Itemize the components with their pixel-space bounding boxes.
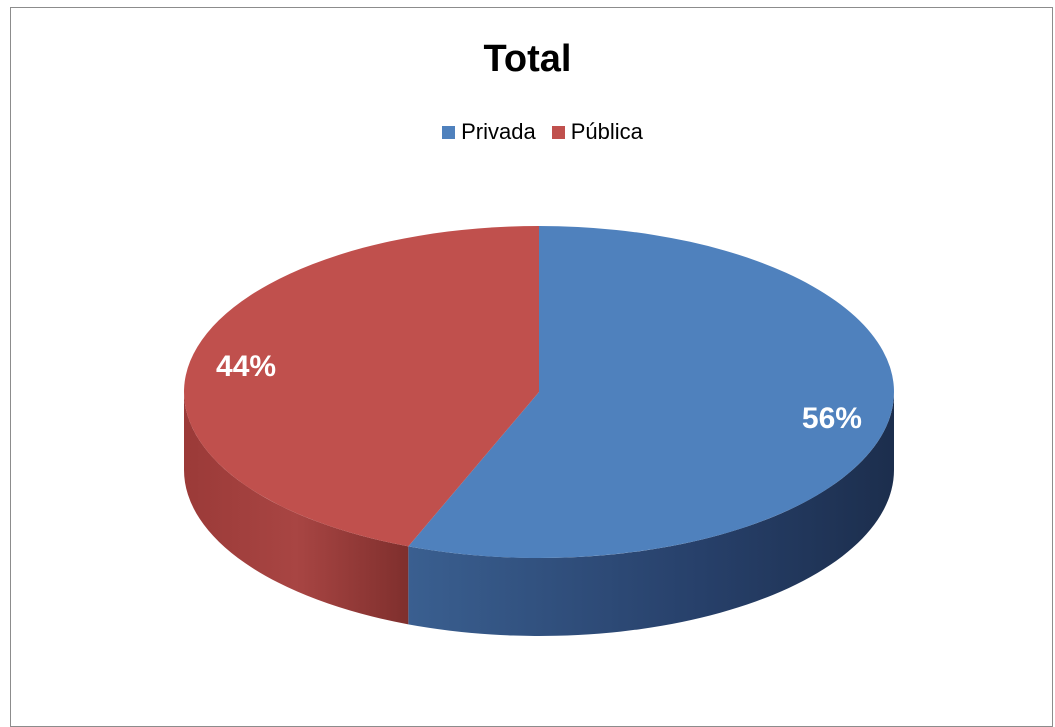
pie-chart: 56% 44% bbox=[184, 226, 895, 636]
legend-item-privada: Privada bbox=[442, 119, 536, 145]
legend-swatch-privada bbox=[442, 125, 456, 139]
legend-label-publica: Pública bbox=[570, 119, 643, 144]
legend-item-publica: Pública bbox=[551, 119, 643, 145]
pie-slice-publica bbox=[184, 226, 539, 547]
legend-label-privada: Privada bbox=[461, 119, 536, 144]
pie-side-publica bbox=[184, 392, 409, 625]
pie-slice-privada bbox=[408, 226, 895, 558]
legend: Privada Pública bbox=[0, 119, 1055, 145]
chart-title: Total bbox=[483, 38, 572, 80]
pie-side-privada bbox=[408, 392, 894, 636]
legend-swatch-publica bbox=[551, 125, 565, 139]
data-label-publica: 44% bbox=[216, 350, 276, 383]
data-label-privada: 56% bbox=[802, 402, 862, 435]
